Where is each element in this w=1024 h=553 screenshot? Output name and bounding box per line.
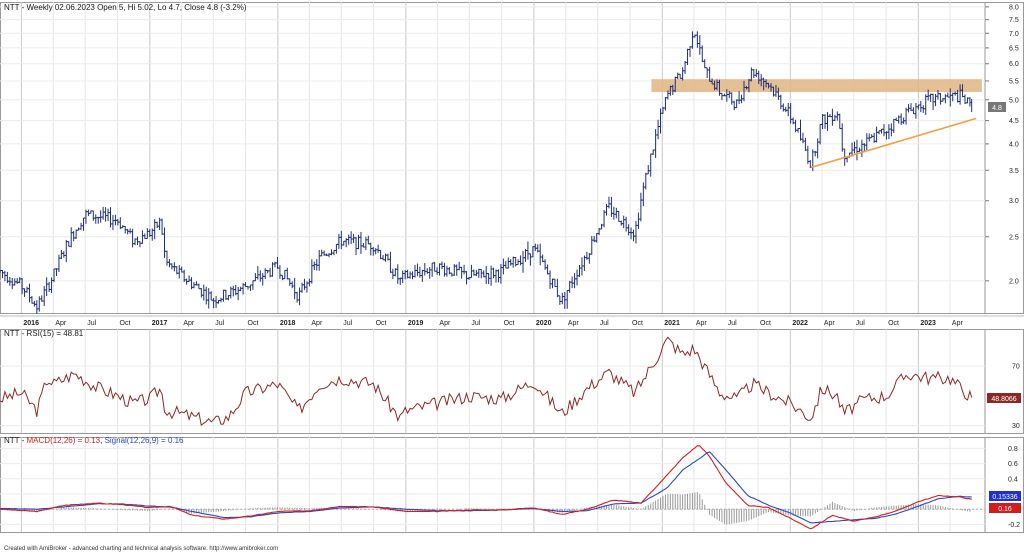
- price-tick-label: 3.0: [1009, 198, 1019, 205]
- x-tick-label: Apr: [824, 320, 836, 327]
- rsi-value-badge: 48.8066: [987, 393, 1021, 403]
- resistance-zone: [651, 79, 982, 93]
- macd-badge-text: 0.15336: [992, 494, 1017, 501]
- macd-title-sep: ,: [100, 436, 104, 445]
- rsi-badge-bg: [987, 393, 1021, 403]
- x-tick-label: Jul: [600, 320, 609, 327]
- x-tick-label: Apr: [696, 320, 708, 327]
- price-tick-label: 6.0: [1009, 61, 1019, 68]
- x-tick-label: Apr: [952, 320, 964, 327]
- x-tick-label: Jul: [87, 320, 96, 327]
- rsi-tick-label: 30: [1012, 423, 1020, 430]
- x-tick-label: 2021: [664, 320, 680, 327]
- price-badge-text: 4.8: [992, 105, 1002, 112]
- x-tick-label: Apr: [439, 320, 451, 327]
- macd-panel[interactable]: 0.80.60.40.20.0-0.2: [0, 437, 1024, 533]
- x-tick-label: Oct: [632, 320, 643, 327]
- signal-badge-bg: [989, 503, 1021, 513]
- x-tick-label: Oct: [504, 320, 515, 327]
- x-tick-label: Oct: [760, 320, 771, 327]
- price-tick-label: 4.5: [1009, 118, 1019, 125]
- x-tick-label: Apr: [55, 320, 67, 327]
- rsi-tick-label: 70: [1012, 364, 1020, 371]
- price-tick-label: 8.0: [1009, 4, 1019, 11]
- macd-title-signal: Signal(12,26,9) = 0.16: [105, 436, 184, 445]
- price-tick-label: 2.0: [1009, 278, 1019, 285]
- macd-tick-label: 0.6: [1008, 461, 1018, 468]
- rsi-line: [0, 336, 973, 426]
- price-badge-bg: [988, 102, 1006, 112]
- macd-tick-label: 0.8: [1008, 446, 1018, 453]
- price-tick-label: 7.5: [1009, 17, 1019, 24]
- rsi-panel-title: NTT - RSI(15) = 48.81: [4, 329, 84, 338]
- x-tick-label: 2023: [920, 320, 936, 327]
- price-tick-label: 6.5: [1009, 45, 1019, 52]
- x-tick-label: 2019: [408, 320, 424, 327]
- price-tick-label: 4.0: [1009, 141, 1019, 148]
- macd-line: [0, 445, 972, 530]
- macd-tick-label: -0.2: [1008, 522, 1020, 529]
- rsi-badge-text: 48.8066: [991, 396, 1016, 403]
- price-tick-label: 5.0: [1009, 97, 1019, 104]
- x-tick-label: Jul: [728, 320, 737, 327]
- x-tick-label: Oct: [376, 320, 387, 327]
- price-panel-title: NTT - Weekly 02.06.2023 Open 5, Hi 5.02,…: [4, 3, 247, 12]
- macd-title-macd: MACD(12,26) = 0.13: [27, 436, 101, 445]
- macd-panel-title: NTT - MACD(12,26) = 0.13, Signal(12,26,9…: [4, 436, 184, 445]
- macd-tick-label: 0.4: [1008, 476, 1018, 483]
- x-tick-label: Jul: [471, 320, 480, 327]
- x-tick-label: Oct: [888, 320, 899, 327]
- x-tick-label: Apr: [568, 320, 580, 327]
- macd-value-badge: 0.15336: [989, 491, 1021, 501]
- x-tick-label: 2016: [23, 320, 39, 327]
- price-panel[interactable]: 8.0 7.5 7.0 6.5 6.0 5.5 5.0 4.5 4.0 3.5 3.0 2.5 2.0: [0, 2, 1024, 314]
- x-tick-label: Apr: [311, 320, 323, 327]
- x-tick-label: Jul: [215, 320, 224, 327]
- signal-badge-text: 0.16: [998, 506, 1012, 513]
- x-tick-label: Jul: [856, 320, 865, 327]
- price-value-badge: 4.8: [988, 102, 1006, 112]
- price-tick-label: 3.5: [1009, 168, 1019, 175]
- price-tick-label: 2.5: [1009, 234, 1019, 241]
- macd-badge-bg: [989, 491, 1021, 501]
- price-tick-label: 7.0: [1009, 31, 1019, 38]
- x-tick-label: 2018: [280, 320, 296, 327]
- rsi-panel[interactable]: 70 30: [0, 329, 1024, 434]
- price-tick-label: 5.5: [1009, 78, 1019, 85]
- footer-credit: Created with AmiBroker - advanced charti…: [4, 546, 278, 552]
- support-trendline: [810, 117, 977, 169]
- x-tick-label: Apr: [183, 320, 195, 327]
- x-tick-label: Jul: [343, 320, 352, 327]
- date-axis: 2016 Apr Jul Oct 2017 Apr Jul Oct 2018 Apr Jul Oct 2…: [0, 315, 1024, 327]
- x-tick-label: Oct: [248, 320, 259, 327]
- x-tick-label: 2020: [536, 320, 552, 327]
- x-tick-label: 2022: [792, 320, 808, 327]
- x-tick-label: Oct: [120, 320, 131, 327]
- signal-value-badge: 0.16: [989, 503, 1021, 513]
- macd-title-prefix: NTT -: [4, 436, 27, 445]
- x-tick-label: 2017: [152, 320, 168, 327]
